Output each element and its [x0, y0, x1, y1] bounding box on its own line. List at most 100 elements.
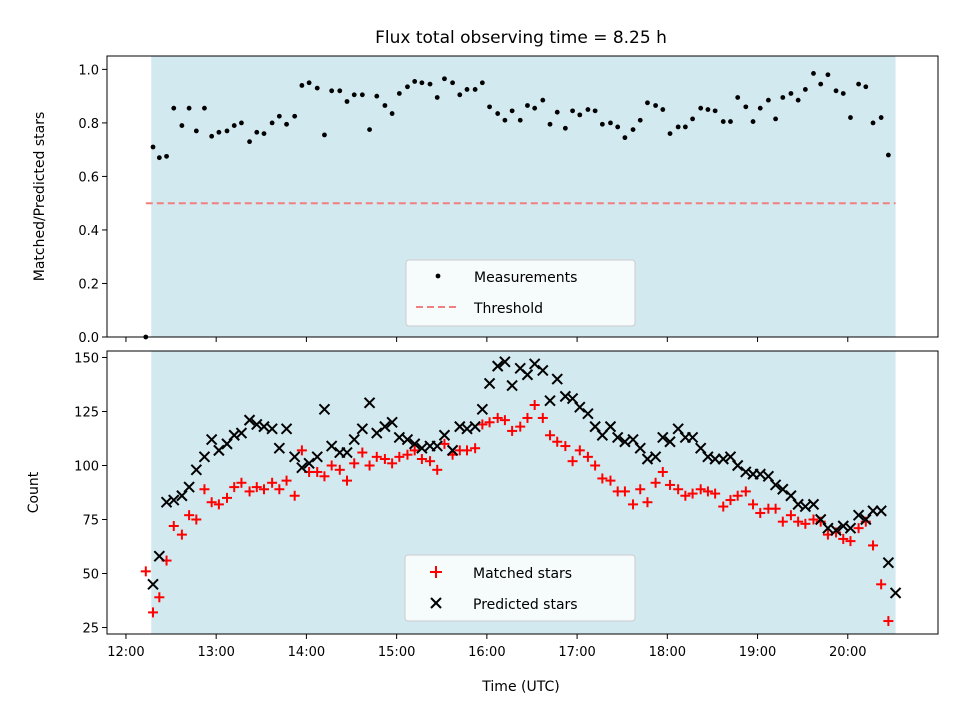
- measurement-point: [682, 124, 688, 130]
- matched-star-point: [673, 484, 684, 495]
- measurement-point: [156, 155, 162, 161]
- predicted-star-point: [408, 438, 421, 450]
- measurement-point: [209, 133, 215, 139]
- predicted-star-point: [393, 431, 406, 444]
- measurement-point: [344, 99, 350, 104]
- measurement-point: [728, 119, 733, 124]
- predicted-star-point: [686, 431, 699, 444]
- measurement-point: [179, 123, 185, 128]
- matched-star-point: [597, 473, 608, 484]
- measurement-point: [622, 135, 628, 141]
- measurement-point: [532, 105, 538, 111]
- matched-star-point: [642, 497, 653, 508]
- matched-star-point: [206, 497, 217, 508]
- predicted-star-point: [363, 397, 376, 409]
- y-tick-label: 150: [74, 351, 99, 366]
- measurement-point: [735, 95, 741, 100]
- measurement-point: [329, 88, 335, 94]
- matched-star-point: [755, 508, 766, 519]
- predicted-star-point: [537, 364, 549, 377]
- top-y-axis-label: Matched/Predicted stars: [32, 112, 48, 282]
- measurement-point: [525, 103, 530, 108]
- matched-star-point: [770, 503, 781, 514]
- matched-star-point: [326, 460, 337, 471]
- predicted-star-point: [785, 490, 797, 502]
- matched-star-point: [785, 510, 796, 521]
- matched-star-point: [560, 441, 571, 452]
- matched-star-point: [537, 412, 548, 423]
- matched-star-point: [702, 486, 713, 497]
- matched-star-point: [191, 514, 202, 525]
- measurement-point: [645, 100, 650, 106]
- predicted-star-point: [341, 446, 353, 459]
- predicted-star-point: [814, 513, 827, 526]
- y-tick-label: 125: [74, 405, 99, 420]
- predicted-star-point: [762, 470, 775, 483]
- x-tick-label: 16:00: [468, 645, 505, 660]
- predicted-star-point: [551, 373, 563, 385]
- predicted-star-point: [769, 479, 782, 491]
- predicted-star-point: [574, 401, 586, 413]
- predicted-star-point: [311, 451, 323, 463]
- measurement-point: [284, 121, 289, 127]
- measurement-point: [802, 87, 808, 92]
- measurement-point: [690, 116, 695, 122]
- matched-star-point: [334, 464, 345, 475]
- measurement-point: [405, 84, 410, 90]
- matched-star-point: [258, 484, 269, 495]
- matched-star-point: [236, 477, 247, 488]
- measurement-point: [712, 108, 718, 114]
- matched-star-point: [777, 516, 788, 527]
- measurement-point: [562, 125, 568, 131]
- predicted-star-point: [672, 423, 684, 435]
- measurement-point: [773, 116, 778, 122]
- measurement-point: [577, 112, 583, 118]
- predicted-star-point: [657, 431, 669, 444]
- matched-star-point: [718, 501, 729, 512]
- matched-star-point: [477, 419, 488, 430]
- predicted-star-point: [401, 433, 414, 446]
- matched-star-point: [515, 421, 526, 432]
- measurement-point: [780, 95, 786, 100]
- threshold-legend-label: Threshold: [473, 301, 543, 317]
- x-tick-label: 13:00: [197, 645, 234, 660]
- predicted-star-point: [754, 468, 766, 480]
- measurement-point: [509, 108, 515, 114]
- matched-star-point: [244, 486, 255, 497]
- predicted-star-point: [205, 433, 218, 446]
- matched-star-point: [267, 477, 278, 488]
- measurement-point: [540, 97, 546, 103]
- measurement-point: [412, 79, 418, 84]
- matched-star-point: [492, 412, 503, 423]
- predicted-star-point: [183, 481, 195, 493]
- matched-star-point: [439, 438, 450, 449]
- predicted-star-point: [198, 451, 211, 463]
- predicted-star-point: [837, 520, 849, 532]
- predicted-star-point: [830, 524, 842, 537]
- predicted-star-point: [258, 420, 270, 433]
- predicted-star-point: [348, 433, 360, 446]
- predicted-star-point: [243, 414, 256, 426]
- predicted-star-point: [724, 451, 737, 463]
- predicted-star-point: [356, 423, 369, 435]
- measurement-point: [389, 111, 395, 116]
- y-tick-label: 0.8: [78, 117, 99, 132]
- matched-star-point: [853, 523, 864, 534]
- predicted-star-point: [582, 407, 594, 420]
- matched-star-point: [371, 451, 382, 462]
- predicted-star-point: [641, 453, 654, 465]
- predicted-star-point: [386, 416, 398, 428]
- predicted-star-point: [221, 438, 233, 450]
- predicted-star-point: [296, 461, 308, 474]
- top-axis-ticks: 0.0 0.2 0.4 0.6 0.8 1.0: [78, 63, 849, 346]
- measurement-point: [231, 123, 237, 128]
- matched-star-point: [628, 499, 639, 510]
- measurement-point: [795, 97, 801, 103]
- predicted-star-point: [483, 377, 496, 390]
- matched-star-point: [364, 460, 375, 471]
- measurement-point: [788, 91, 794, 96]
- predicted-star-point: [604, 420, 617, 433]
- matched-star-point: [213, 499, 224, 510]
- predicted-star-point: [611, 431, 624, 444]
- predicted-star-point: [160, 496, 173, 508]
